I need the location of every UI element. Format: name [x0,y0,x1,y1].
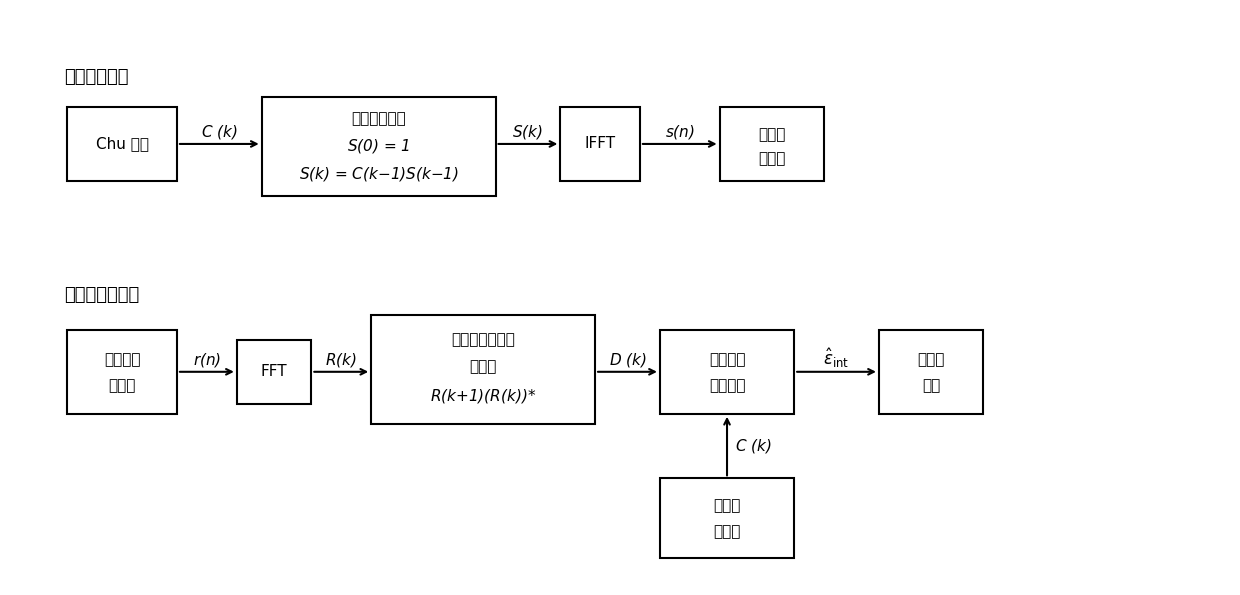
Text: $C$ ($k$): $C$ ($k$) [735,437,771,455]
Text: $S$(0) = 1: $S$(0) = 1 [347,137,410,155]
Text: $R$($k$+1)($R$($k$))*: $R$($k$+1)($R$($k$))* [430,387,536,405]
Text: $S$($k$) = $C$($k$−1)$S$($k$−1): $S$($k$) = $C$($k$−1)$S$($k$−1) [299,165,459,183]
Text: 考序列: 考序列 [713,524,740,539]
Text: 频域参: 频域参 [713,499,740,513]
Text: 频域训练序列: 频域训练序列 [351,111,405,126]
Text: FFT: FFT [260,364,288,379]
Text: $R$($k$): $R$($k$) [325,351,357,369]
Text: 训练序列设计: 训练序列设计 [64,68,129,86]
Text: 相关运算: 相关运算 [709,378,745,393]
Text: $s$($n$): $s$($n$) [665,123,694,141]
Bar [237,340,311,404]
Text: 整数倍频偏估计: 整数倍频偏估计 [64,286,140,304]
Text: $S$($k$): $S$($k$) [512,123,543,141]
Text: $r$($n$): $r$($n$) [192,351,221,369]
Text: $C$ ($k$): $C$ ($k$) [201,123,238,141]
Text: 分数倍频: 分数倍频 [104,352,140,367]
Bar [660,478,794,558]
Bar [719,107,825,181]
Bar [560,107,640,181]
Text: $\hat{\varepsilon}_{\mathrm{int}}$: $\hat{\varepsilon}_{\mathrm{int}}$ [823,346,849,369]
Bar [67,330,177,414]
Text: 频偏: 频偏 [923,378,940,393]
Bar [371,315,595,424]
Bar [879,330,983,414]
Bar [660,330,794,414]
Text: 时域训: 时域训 [758,127,785,142]
Text: $D$ ($k$): $D$ ($k$) [609,351,646,369]
Text: IFFT: IFFT [584,136,615,152]
Bar [67,107,177,181]
Text: 分序列: 分序列 [470,359,497,374]
Text: 练序列: 练序列 [758,151,785,166]
Bar [262,97,496,196]
Text: 偏补偿: 偏补偿 [109,378,136,393]
Text: 计算接收频域差: 计算接收频域差 [451,332,515,347]
Text: 循环移位: 循环移位 [709,352,745,367]
Text: Chu 序列: Chu 序列 [95,136,149,152]
Text: 整数倍: 整数倍 [918,352,945,367]
